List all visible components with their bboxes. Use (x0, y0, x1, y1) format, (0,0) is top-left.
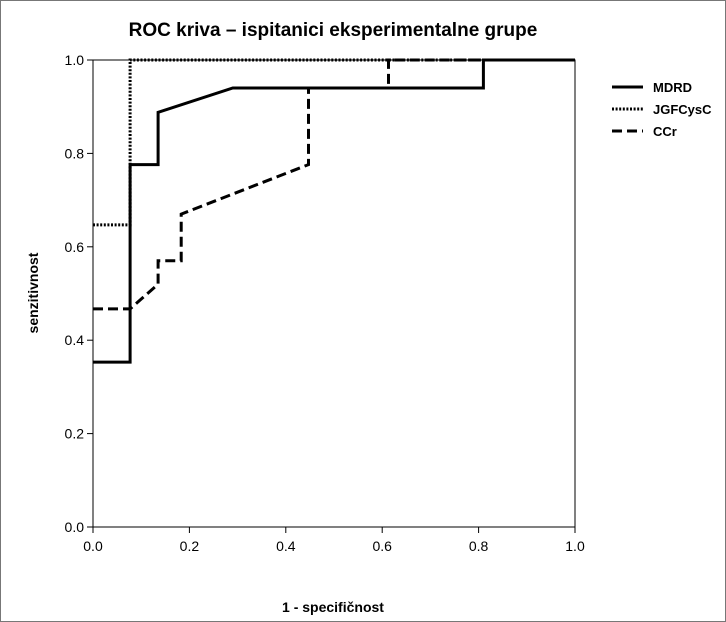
y-axis-title: senzitivnost (25, 252, 41, 333)
series-line-mdrd (93, 58, 575, 364)
series-line-jgfcysc (93, 58, 575, 227)
x-tick-label: 0.0 (83, 538, 103, 554)
legend-label: MDRD (653, 80, 692, 95)
x-tick-label: 1.0 (565, 538, 585, 554)
legend: MDRD JGFCysC CCr (612, 80, 712, 139)
x-axis: 0.0 0.2 0.4 0.6 0.8 1.0 (83, 527, 585, 554)
x-tick-label: 0.4 (276, 538, 296, 554)
y-tick-label: 1.0 (65, 52, 85, 68)
x-tick-label: 0.2 (180, 538, 200, 554)
y-tick-label: 0.0 (65, 519, 85, 535)
y-tick-label: 0.4 (65, 332, 85, 348)
legend-label: CCr (653, 124, 677, 139)
plot-area (92, 59, 576, 528)
y-tick-label: 0.8 (65, 145, 85, 161)
series-line-ccr (93, 58, 575, 311)
series-layer (93, 58, 575, 364)
x-tick-label: 0.8 (469, 538, 489, 554)
y-tick-label: 0.6 (65, 239, 85, 255)
legend-label: JGFCysC (653, 102, 712, 117)
x-tick-label: 0.6 (372, 538, 392, 554)
y-axis: 0.0 0.2 0.4 0.6 0.8 1.0 (65, 52, 93, 535)
y-tick-label: 0.2 (65, 426, 85, 442)
x-axis-title: 1 - specifičnost (282, 599, 384, 615)
chart-title: ROC kriva – ispitanici eksperimentalne g… (129, 20, 538, 41)
